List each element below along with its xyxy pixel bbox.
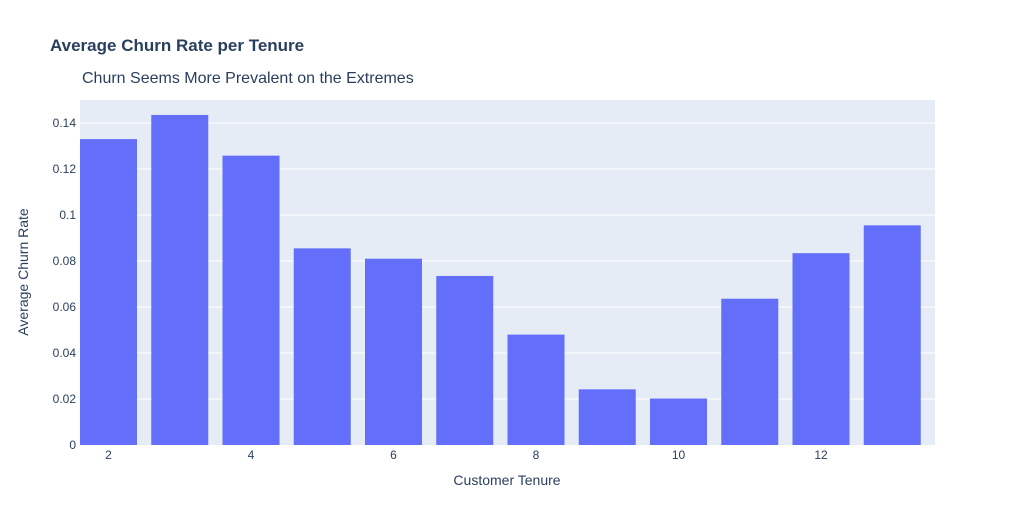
bar[interactable] (151, 114, 209, 445)
bar[interactable] (365, 258, 422, 445)
bar[interactable] (792, 253, 850, 445)
y-tick-label: 0.08 (53, 254, 77, 268)
y-tick-label: 0.14 (53, 116, 77, 130)
bar[interactable] (721, 298, 779, 445)
bar[interactable] (293, 248, 351, 445)
bar[interactable] (80, 139, 137, 445)
x-tick-label: 6 (390, 448, 397, 462)
x-tick-label: 12 (814, 448, 828, 462)
chart-subtitle: Churn Seems More Prevalent on the Extrem… (82, 70, 414, 87)
x-axis-label: Customer Tenure (453, 472, 560, 488)
y-tick-label: 0.06 (53, 300, 77, 314)
y-tick-label: 0.1 (59, 208, 76, 222)
bar[interactable] (507, 334, 565, 445)
bar[interactable] (436, 275, 494, 445)
y-tick-label: 0.02 (53, 392, 77, 406)
x-tick-label: 10 (672, 448, 686, 462)
bar[interactable] (863, 225, 921, 445)
y-tick-label: 0.04 (53, 346, 77, 360)
y-axis-ticks: 0 0.02 0.04 0.06 0.08 0.1 0.12 0.14 (53, 116, 77, 452)
x-axis-ticks: 2 4 6 8 10 12 (105, 448, 828, 462)
x-tick-label: 8 (533, 448, 540, 462)
chart-title: Average Churn Rate per Tenure (50, 36, 304, 55)
x-tick-label: 2 (105, 448, 112, 462)
bar[interactable] (650, 398, 707, 445)
y-tick-label: 0 (69, 438, 76, 452)
x-tick-label: 4 (248, 448, 255, 462)
bars (80, 114, 921, 445)
bar[interactable] (222, 155, 280, 445)
bar[interactable] (578, 389, 636, 445)
y-tick-label: 0.12 (53, 162, 77, 176)
y-axis-label: Average Churn Rate (15, 208, 31, 336)
